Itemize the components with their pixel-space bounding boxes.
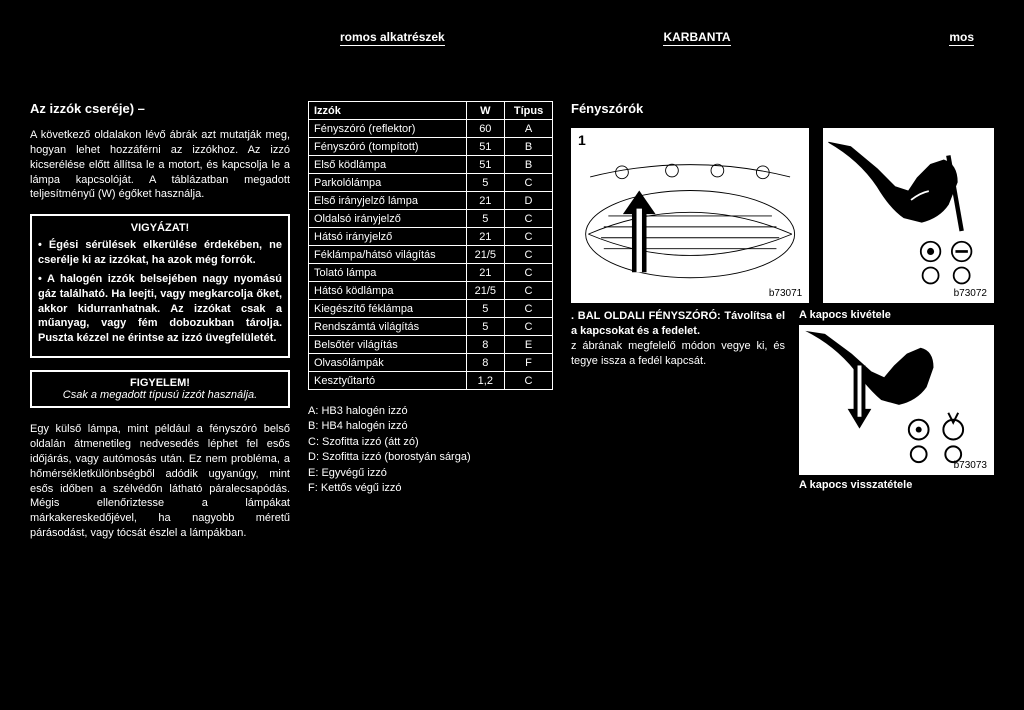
warning-item-1: Égési sérülések elkerülése érdekében, ne… [38,238,282,268]
notice-text: Csak a megadott típusú izzót használja. [37,389,283,401]
legend-a: A: HB3 halogén izzó [308,404,553,419]
header-right: mos [949,30,974,46]
notice-title: FIGYELEM! [37,377,283,389]
table-row: Fényszóró (tompított)51B [309,138,553,156]
bulb-table: IzzókWTípus Fényszóró (reflektor)60AFény… [308,101,553,390]
legend-f: F: Kettős végű izzó [308,481,553,496]
table-row: Oldalsó irányjelző5C [309,210,553,228]
caption-install: A kapocs visszatétele [799,479,994,491]
intro-paragraph: A következő oldalakon lévő ábrák azt mut… [30,128,290,202]
figure-number: 1 [578,132,586,148]
table-row: Belsőtér világítás8E [309,336,553,354]
legend-b: B: HB4 halogén izzó [308,419,553,434]
table-row: Féklámpa/hátsó világítás21/5C [309,246,553,264]
legend-e: E: Egyvégű izzó [308,466,553,481]
figure-engine-bay: 1 [571,128,809,303]
table-row: Első irányjelző lámpa21D [309,192,553,210]
right-title: Fényszórók [571,101,994,116]
step-1: . BAL OLDALI FÉNYSZÓRÓ: Távolítsa el a k… [571,309,785,339]
figure-label-2: b73072 [954,288,987,299]
caption-remove: A kapocs kivétele [799,309,994,321]
notice-box: FIGYELEM! Csak a megadott típusú izzót h… [30,370,290,408]
table-row: Kiegészítő féklámpa5C [309,300,553,318]
header-left: romos alkatrészek [340,30,445,46]
table-row: Rendszámtá világítás5C [309,318,553,336]
table-header: Izzók [309,102,467,120]
legend-d: D: Szofitta izzó (borostyán sárga) [308,450,553,465]
figure-clip-remove: b73072 [823,128,994,303]
legend-c: C: Szofitta izzó (átt zó) [308,435,553,450]
table-row: Kesztyűtartó1,2C [309,372,553,390]
step-1b: z ábrának megfelelő módon vegye ki, és t… [571,339,785,369]
figure-label-1: b73071 [769,288,802,299]
bulb-legend: A: HB3 halogén izzó B: HB4 halogén izzó … [308,404,553,496]
table-row: Olvasólámpák8F [309,354,553,372]
left-column: Az izzók cseréje) – A következő oldalako… [30,101,290,549]
warning-box: VIGYÁZAT! Égési sérülések elkerülése érd… [30,214,290,358]
left-title: Az izzók cseréje) – [30,101,290,116]
table-row: Első ködlámpa51B [309,156,553,174]
table-row: Fényszóró (reflektor)60A [309,120,553,138]
figure-label-3: b73073 [954,460,987,471]
table-row: Tolató lámpa21C [309,264,553,282]
page-header: romos alkatrészek KARBANTA mos [30,30,994,46]
middle-column: IzzókWTípus Fényszóró (reflektor)60AFény… [308,101,553,496]
figure-clip-install: b73073 [799,325,994,475]
bottom-paragraph: Egy külső lámpa, mint például a fényszór… [30,422,290,541]
header-mid: KARBANTA [663,30,730,46]
table-header: Típus [505,102,553,120]
table-header: W [466,102,505,120]
table-row: Parkolólámpa5C [309,174,553,192]
table-row: Hátsó irányjelző21C [309,228,553,246]
right-column: Fényszórók 1 [571,101,994,495]
warning-title: VIGYÁZAT! [38,222,282,234]
warning-item-2: A halogén izzók belsejében nagy nyomású … [38,272,282,346]
table-row: Hátsó ködlámpa21/5C [309,282,553,300]
